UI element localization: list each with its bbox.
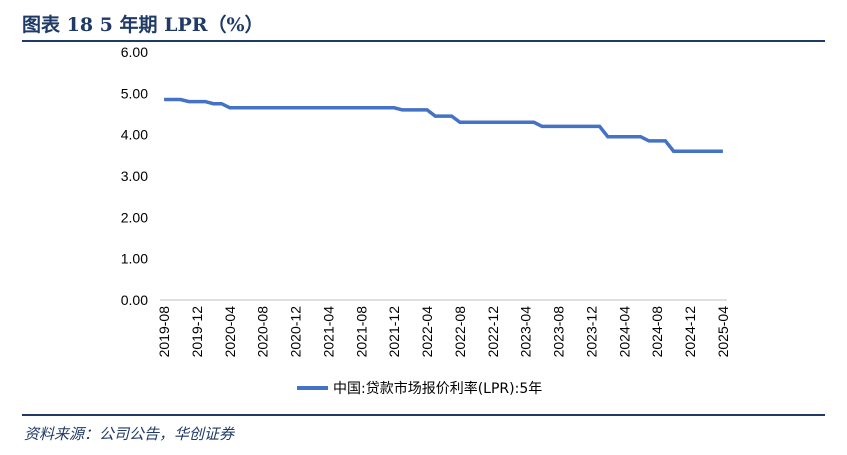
- y-tick-label: 4.00: [121, 127, 148, 143]
- y-tick-label: 5.00: [121, 85, 148, 101]
- x-tick-label: 2024-12: [682, 306, 698, 358]
- x-tick-label: 2023-12: [583, 306, 599, 358]
- y-tick-label: 6.00: [121, 44, 148, 60]
- x-tick-label: 2021-08: [353, 306, 369, 358]
- footer-rule: [22, 414, 825, 416]
- source-note: 资料来源：公司公告，华创证券: [24, 425, 235, 443]
- x-tick-label: 2025-04: [715, 306, 731, 358]
- x-tick-label: 2020-04: [222, 306, 238, 358]
- x-tick-label: 2020-08: [255, 306, 271, 358]
- series-line-5y-lpr: [164, 97, 723, 153]
- figure-header: 图表 18 5 年期 LPR（%）: [0, 0, 847, 42]
- x-tick-label: 2023-04: [518, 306, 534, 358]
- y-tick-label: 1.00: [121, 251, 148, 267]
- figure-title: 图表 18 5 年期 LPR（%）: [22, 14, 264, 36]
- header-rule: [22, 40, 825, 42]
- x-tick-label: 2023-08: [551, 306, 567, 358]
- x-tick-label: 2019-12: [189, 306, 205, 358]
- x-tick-label: 2024-08: [649, 306, 665, 358]
- y-tick-label: 2.00: [121, 209, 148, 225]
- line-chart: 0.00 1.00 2.00 3.00 4.00 5.00 6.00 2019-08 2019-…: [121, 44, 731, 397]
- x-tick-label: 2022-12: [485, 306, 501, 358]
- y-tick-label: 3.00: [121, 168, 148, 184]
- x-tick-label: 2022-04: [419, 306, 435, 358]
- y-tick-label: 0.00: [121, 292, 148, 308]
- x-tick-label: 2021-12: [386, 306, 402, 358]
- x-tick-label: 2022-08: [452, 306, 468, 358]
- legend-label: 中国:贷款市场报价利率(LPR):5年: [333, 380, 542, 397]
- x-tick-label: 2019-08: [156, 306, 172, 358]
- x-tick-label: 2020-12: [288, 306, 304, 358]
- x-tick-label: 2024-04: [616, 306, 632, 358]
- x-tick-label: 2021-04: [320, 306, 336, 358]
